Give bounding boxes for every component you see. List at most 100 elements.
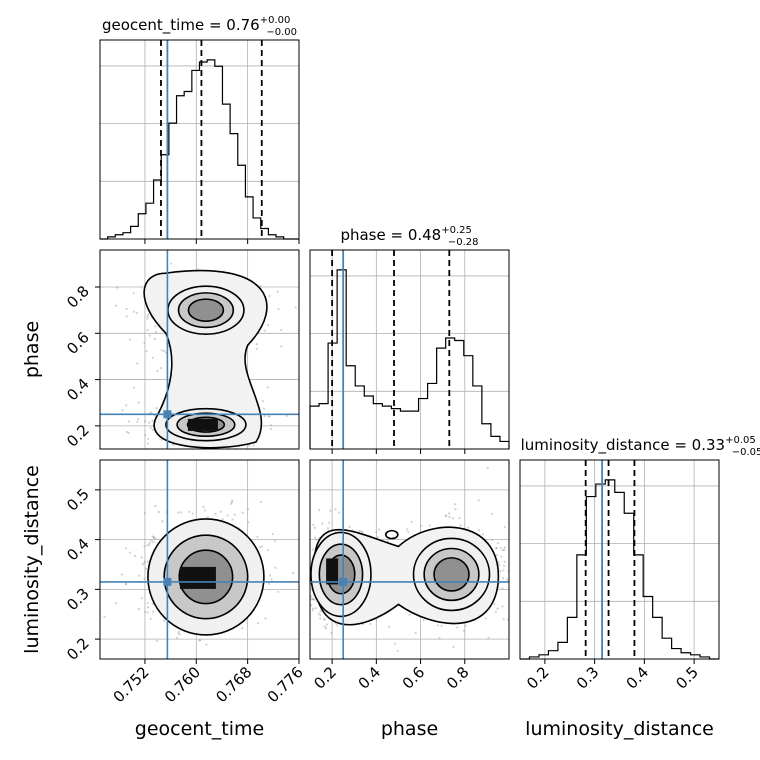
sample-point [315,538,318,541]
sample-point [502,569,505,572]
sample-point [252,444,255,447]
sample-point [299,540,301,542]
sample-point [503,546,506,549]
sample-point [313,536,317,539]
histogram-geocent_time [100,59,299,240]
sample-point [132,292,135,295]
x-axis-label: phase [381,718,438,740]
sample-point [311,548,314,551]
sample-point [206,515,209,519]
sample-point [360,530,363,533]
sample-point [146,437,150,441]
sample-point [132,310,136,313]
sample-point [444,514,448,518]
sample-point [136,417,140,420]
sample-point [428,524,431,527]
sample-point [146,317,149,320]
sample-point [312,523,315,526]
sample-point [129,551,132,554]
panel-frame [309,459,510,660]
density-peak [187,418,218,431]
sample-point [146,611,149,614]
sample-point [501,577,505,580]
sample-point [323,625,326,628]
sample-point [319,613,322,617]
sample-point [146,328,149,332]
sample-point [175,636,179,639]
sample-point [162,619,166,622]
sample-point [241,511,244,514]
sample-point [257,621,260,625]
y-tick-label: 0.4 [63,375,93,405]
sample-point [153,337,156,341]
sample-point [172,443,175,447]
sample-point [263,329,266,332]
sample-point [120,573,124,576]
sample-point [187,449,189,451]
sample-point [318,508,321,512]
sample-point [313,526,316,529]
sample-point [137,401,140,404]
sample-point [248,444,251,447]
sample-point [494,611,497,614]
sample-point [276,290,279,293]
sample-point [148,421,151,424]
y-tick-label: 0.4 [63,535,93,565]
sample-point [501,587,504,590]
sample-point [132,386,135,389]
sample-point [280,345,283,348]
sample-point [146,315,149,318]
sample-point [141,563,144,566]
sample-point [304,575,306,577]
sample-point [453,503,456,506]
sample-point [440,624,443,628]
sample-point [462,629,466,632]
sample-point [502,548,506,552]
y-tick-label: 0.6 [63,328,93,358]
sample-point [268,294,271,297]
sample-point [125,547,128,550]
sample-point [125,307,128,311]
sample-point [452,645,455,648]
y-tick-label: 0.2 [63,634,93,664]
sample-point [336,624,339,627]
sample-point [145,567,148,570]
sample-point [407,530,410,533]
sample-point [487,636,490,639]
sample-point [274,566,277,569]
sample-point [143,512,146,515]
y-tick-label: 0.3 [63,584,93,614]
sample-point [178,450,180,452]
sample-point [312,598,316,601]
sample-point [154,537,157,540]
sample-point [160,438,163,441]
truth-marker [339,577,348,586]
sample-point [454,508,457,511]
sample-point [150,411,153,414]
sample-point [179,511,183,514]
sample-point [321,522,324,525]
sample-point [177,630,181,633]
sample-point [311,598,315,601]
sample-point [263,415,266,418]
sample-point [501,605,504,608]
sample-point [319,617,322,620]
sample-point [314,607,317,610]
sample-point [348,525,351,529]
sample-point [486,466,489,469]
sample-point [178,633,181,636]
sample-point [267,582,271,585]
sample-point [329,509,332,512]
sample-point [140,597,143,600]
sample-point [148,543,151,546]
x-tick-label: 0.768 [212,663,255,706]
sample-point [503,560,506,563]
sample-point [495,553,498,557]
density-geocent_time-luminosity_distance [103,499,295,646]
sample-point [148,334,151,337]
sample-point [149,462,151,464]
sample-point [156,370,159,373]
sample-point [143,560,146,563]
sample-point [155,406,158,410]
